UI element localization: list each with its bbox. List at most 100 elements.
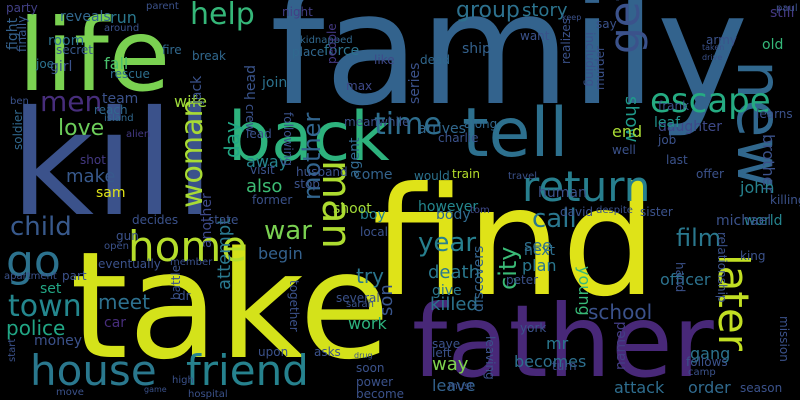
cloud-word: police <box>6 316 66 340</box>
cloud-word: jack <box>189 75 205 104</box>
cloud-word: travel <box>508 171 538 182</box>
cloud-word: visit <box>250 163 275 177</box>
cloud-word: go <box>6 236 61 287</box>
cloud-word: come <box>354 167 393 183</box>
cloud-word: fall <box>104 54 129 73</box>
cloud-word: around <box>104 23 140 34</box>
cloud-word: tom <box>470 205 490 216</box>
cloud-word: set <box>40 281 62 297</box>
cloud-word: part <box>62 269 87 283</box>
cloud-word: mr <box>546 334 569 353</box>
cloud-word: max <box>346 79 373 93</box>
cloud-word: run <box>110 8 137 27</box>
cloud-word: offer <box>696 167 724 181</box>
cloud-word: school <box>588 300 653 324</box>
cloud-word: dr <box>178 289 191 303</box>
cloud-word: arrives <box>418 121 466 137</box>
cloud-word: escape <box>650 81 771 121</box>
cloud-word: season <box>740 381 783 395</box>
cloud-word: also <box>246 176 283 197</box>
cloud-word: team <box>102 91 139 107</box>
cloud-word: frank <box>658 99 690 113</box>
cloud-word: king <box>740 249 766 263</box>
cloud-word: make <box>66 166 116 187</box>
cloud-word: like <box>374 53 395 67</box>
cloud-word: job <box>658 133 677 147</box>
cloud-word: party <box>6 1 38 15</box>
cloud-word: join <box>262 75 288 91</box>
cloud-word: leaf <box>654 115 681 131</box>
cloud-word: day <box>220 121 244 158</box>
cloud-word: say <box>596 17 617 31</box>
cloud-word: power <box>356 375 394 389</box>
cloud-word: love <box>58 116 105 141</box>
cloud-word: give <box>432 283 462 299</box>
cloud-word: head <box>243 65 259 100</box>
cloud-word: war <box>264 216 312 246</box>
cloud-word: save <box>432 337 461 351</box>
cloud-word: member <box>170 257 213 268</box>
cloud-word: son <box>376 284 397 316</box>
cloud-word: becomes <box>514 352 587 371</box>
cloud-word: upon <box>258 345 289 359</box>
cloud-word: year <box>418 228 477 258</box>
cloud-word: girl <box>50 59 73 75</box>
cloud-word: force <box>324 43 360 59</box>
cloud-word: film <box>676 224 722 252</box>
cloud-word: state <box>208 213 239 227</box>
cloud-word: break <box>192 49 226 63</box>
cloud-word: high <box>172 375 194 386</box>
cloud-word: woman <box>175 98 210 208</box>
cloud-word: kidnapped <box>300 35 353 46</box>
cloud-word: car <box>104 315 127 331</box>
cloud-word: way <box>432 354 469 375</box>
cloud-word: friend <box>186 346 309 395</box>
cloud-word: reveals <box>60 9 111 25</box>
cloud-word: train <box>452 167 480 181</box>
cloud-word: dead <box>420 53 450 67</box>
cloud-word: group <box>456 0 520 23</box>
cloud-word: old <box>762 37 784 53</box>
cloud-word: however <box>418 199 479 215</box>
cloud-word: fire <box>162 43 182 57</box>
cloud-word: david <box>560 205 594 219</box>
cloud-word: money <box>34 333 82 349</box>
cloud-word: young <box>575 266 594 316</box>
cloud-word: return <box>522 162 651 211</box>
cloud-word: together <box>287 280 301 332</box>
cloud-word: attempt <box>214 217 235 290</box>
cloud-word: decides <box>132 213 179 227</box>
cloud-word: mission <box>777 316 791 362</box>
cloud-word: relationship <box>715 232 729 303</box>
cloud-word: crew <box>243 104 257 133</box>
cloud-word: named <box>613 321 629 370</box>
cloud-word: still <box>770 5 795 21</box>
cloud-word: work <box>348 314 387 333</box>
cloud-word: start <box>7 338 18 362</box>
cloud-word: island <box>104 113 134 124</box>
cloud-word: gang <box>690 344 731 363</box>
cloud-word: leaving <box>483 336 497 380</box>
cloud-word: agent <box>347 137 363 178</box>
cloud-word: daughter <box>658 119 722 135</box>
cloud-word: john <box>740 178 775 197</box>
cloud-word: sarah <box>346 299 374 310</box>
cloud-word: former <box>252 193 293 207</box>
cloud-word: death <box>428 262 480 283</box>
cloud-word: hospital <box>188 389 228 400</box>
cloud-word: learns <box>756 107 793 121</box>
cloud-word: apartment <box>4 271 57 282</box>
cloud-word: turn <box>552 359 577 373</box>
cloud-word: last <box>666 153 688 167</box>
cloud-word: lead <box>246 127 272 141</box>
cloud-word: michael <box>716 213 772 229</box>
cloud-word: sister <box>640 205 673 219</box>
cloud-word: place <box>292 45 325 59</box>
cloud-word: alien <box>126 129 151 140</box>
cloud-word: find <box>372 156 657 330</box>
cloud-word: series <box>407 62 423 104</box>
cloud-word: would <box>414 169 450 183</box>
cloud-word: soldier <box>11 109 25 150</box>
cloud-word: child <box>10 212 72 242</box>
